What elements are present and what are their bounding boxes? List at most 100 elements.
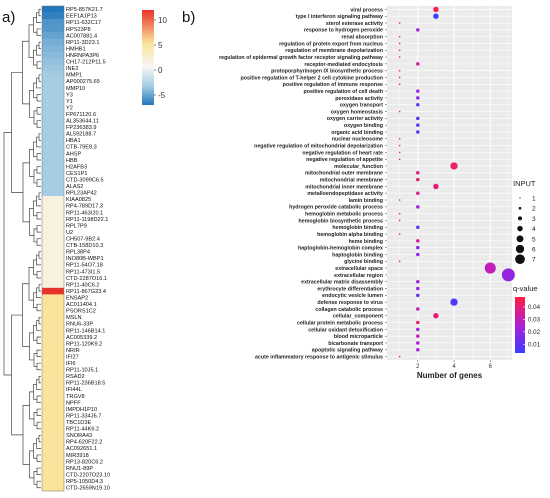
term-label: negative regulation of heart rate — [302, 150, 383, 156]
term-label: hemoglobin binding — [332, 225, 383, 231]
term-label: extracellular matrix disassembly — [301, 280, 383, 286]
dendrogram-branch — [33, 169, 37, 184]
term-point — [398, 137, 401, 140]
x-tick-label: 2 — [416, 364, 420, 370]
heatmap-gene-label: RP11-334J6.7 — [66, 413, 101, 419]
heatmap-gene-label: CTB-79E8.3 — [66, 145, 97, 151]
color-legend-tick-label: 0.03 — [528, 317, 541, 324]
term-label: oxygen carrier activity — [327, 116, 383, 122]
heatmap-gene-label: INO80B-WBP1 — [66, 256, 104, 262]
heatmap-cell — [42, 169, 64, 177]
heatmap-cell — [42, 176, 64, 184]
heatmap-cell — [42, 333, 64, 341]
heatmap-gene-label: RP11-632C17 — [66, 20, 101, 26]
heatmap-gene-label: SNORA43 — [66, 433, 92, 439]
term-point — [501, 268, 515, 282]
x-tick-label: 6 — [489, 364, 493, 370]
heatmap-cell — [42, 123, 64, 131]
heatmap-gene-label: TRGV8 — [66, 394, 85, 400]
heatmap-gene-label: RP11-44K6.2 — [66, 427, 99, 433]
heatmap-cell — [42, 405, 64, 413]
heatmap-cell — [42, 373, 64, 380]
term-point — [433, 6, 439, 13]
heatmap-gene-label: EEF1A1P13 — [66, 14, 97, 20]
heatmap-gene-label: AL353644.11 — [66, 119, 99, 125]
size-legend-dot — [518, 206, 522, 210]
heatmap-cell — [42, 228, 64, 236]
term-label: apoptotic signaling pathway — [312, 348, 383, 354]
heatmap-cell — [42, 379, 64, 387]
term-point — [416, 239, 420, 243]
term-point — [416, 171, 420, 175]
dendrogram-branch — [28, 266, 34, 301]
heatmap-cell — [42, 12, 64, 20]
heatmap-gene-label: Y3 — [66, 92, 73, 98]
scatter-points — [398, 6, 515, 358]
heatmap-gene-label: U2 — [66, 230, 73, 236]
heatmap-cell — [42, 268, 64, 275]
heatmap-cell — [42, 215, 64, 223]
heatmap-cell — [42, 248, 64, 256]
heatmap-cell — [42, 451, 64, 459]
dendrogram-branch — [36, 395, 41, 403]
heatmap-cell — [42, 281, 64, 289]
dendrogram-branch — [22, 162, 30, 223]
heatmap-gene-label: RSAD2 — [66, 374, 85, 380]
term-label: cellular protein metabolic process — [297, 320, 383, 326]
heatmap-cell — [42, 353, 64, 361]
dendrogram-branch — [33, 228, 37, 243]
size-legend-label: 4 — [532, 226, 536, 233]
size-legend: INPUT 1 2 3 4 5 6 7 — [513, 179, 536, 265]
x-tick-label: 4 — [452, 364, 456, 370]
term-point — [398, 158, 401, 160]
dendrogram-branch — [33, 470, 37, 485]
heatmap-cell — [42, 346, 64, 354]
term-point — [416, 327, 420, 332]
term-point — [398, 151, 401, 154]
heatmap-cell — [42, 110, 64, 118]
term-label: endocytic vesicle lumen — [322, 293, 383, 299]
heatmap-gene-label: AP000275.65 — [66, 79, 100, 85]
term-point — [398, 110, 401, 113]
panel-a-label: a) — [2, 9, 15, 26]
term-point — [398, 260, 401, 263]
term-label: oxygen binding — [344, 123, 383, 129]
heatmap-cell — [42, 137, 64, 144]
term-label: nuclear nucleosome — [332, 137, 383, 143]
term-label: acute inflammatory response to antigenic… — [255, 354, 383, 360]
term-label: positive regulation of T-helper 2 cell c… — [241, 75, 383, 81]
heatmap-cell — [42, 418, 64, 426]
term-label: lamin binding — [349, 198, 383, 204]
dendrogram-branch — [36, 408, 41, 416]
dendrogram-branch — [38, 284, 41, 292]
term-point — [416, 116, 420, 121]
term-label: haptoglobin-hemoglobin complex — [298, 246, 383, 252]
dendrogram-branch — [38, 8, 41, 17]
dendrogram-branch — [36, 94, 41, 102]
term-label: peroxidase activity — [335, 96, 383, 102]
term-label: receptor-mediated endocytosis — [304, 62, 383, 68]
term-point — [416, 225, 420, 229]
color-legend: q-value 0.04 0.03 0.02 0.01 — [513, 284, 541, 353]
heatmap-cell — [42, 64, 64, 72]
term-point — [398, 212, 401, 215]
heatmap-gene-label: ALAS2 — [66, 184, 83, 190]
panel-b-label: b) — [182, 9, 195, 26]
heatmap-cell — [42, 477, 64, 485]
heatmap-gene-label: IFI6 — [66, 361, 76, 367]
size-legend-label: 2 — [532, 206, 536, 213]
size-legend-label: 3 — [532, 216, 536, 223]
color-legend-gradient — [515, 297, 525, 353]
term-point — [450, 162, 458, 170]
heatmap-gene-label: RP11-40C6.2 — [66, 282, 99, 288]
term-point — [433, 13, 439, 19]
heatmap-gene-label: TBC1D3E — [66, 420, 91, 426]
heatmap-gene-label: CH17-212P11.5 — [66, 60, 106, 66]
heatmap-cell — [42, 340, 64, 348]
heatmap-gene-label: RP11-146B14.1 — [66, 328, 105, 334]
colorbar-tick-label: 0 — [158, 66, 163, 75]
dendrogram-branch — [38, 133, 41, 141]
heatmap-gene-label: RP5-857K21.7 — [66, 7, 103, 13]
heatmap-gene-label: AC005339.2 — [66, 335, 97, 341]
heatmap-cell — [42, 366, 64, 374]
